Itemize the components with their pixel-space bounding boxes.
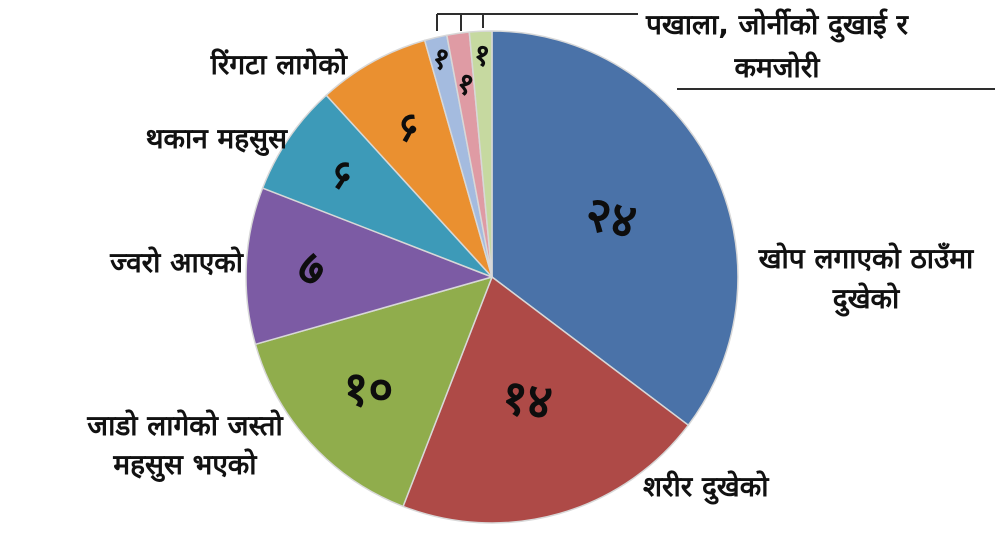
chills-label-line2: महसुस भएको: [113, 448, 257, 481]
pie-value-label-2: १०: [343, 362, 393, 418]
pie-value-label-8: १: [471, 37, 492, 74]
pie-slice-8: [468, 30, 493, 278]
slice-label-fever: ज्वरो आएको: [110, 246, 243, 279]
pie-slice-1: [402, 276, 690, 524]
combined-label-line2: कमजोरी: [734, 51, 820, 84]
combined-label-line1: पखाला, जोर्नीको दुखाई र: [646, 8, 908, 41]
injection-label-line1: खोप लगाएको ठाउँमा: [758, 242, 974, 275]
slice-label-fatigue: थकान महसुस: [145, 122, 287, 155]
slice-label-chills: जाडो लागेको जस्तो महसुस भएको: [33, 406, 337, 484]
slice-label-dizziness: रिंगटा लागेको: [210, 48, 347, 81]
pie-slice-4: [261, 94, 493, 278]
pie-slice-5: [325, 39, 493, 278]
injection-label-line2: दुखेको: [832, 282, 900, 315]
pie-slice-3: [245, 187, 493, 346]
callout-lines: [436, 13, 995, 90]
slice-label-combined-small: पखाला, जोर्नीको दुखाई र कमजोरी: [612, 3, 942, 89]
pie-slice-2: [254, 276, 493, 508]
pie-value-label-0: २४: [581, 185, 641, 250]
slice-label-body-ache: शरीर दुखेको: [643, 470, 769, 503]
slice-label-injection-site: खोप लगाएको ठाउँमा दुखेको: [714, 239, 1000, 319]
pie-slices: [245, 30, 739, 524]
pie-value-label-1: १४: [498, 369, 555, 431]
pie-slice-0: [491, 30, 739, 426]
chills-label-line1: जाडो लागेको जस्तो: [87, 409, 283, 442]
